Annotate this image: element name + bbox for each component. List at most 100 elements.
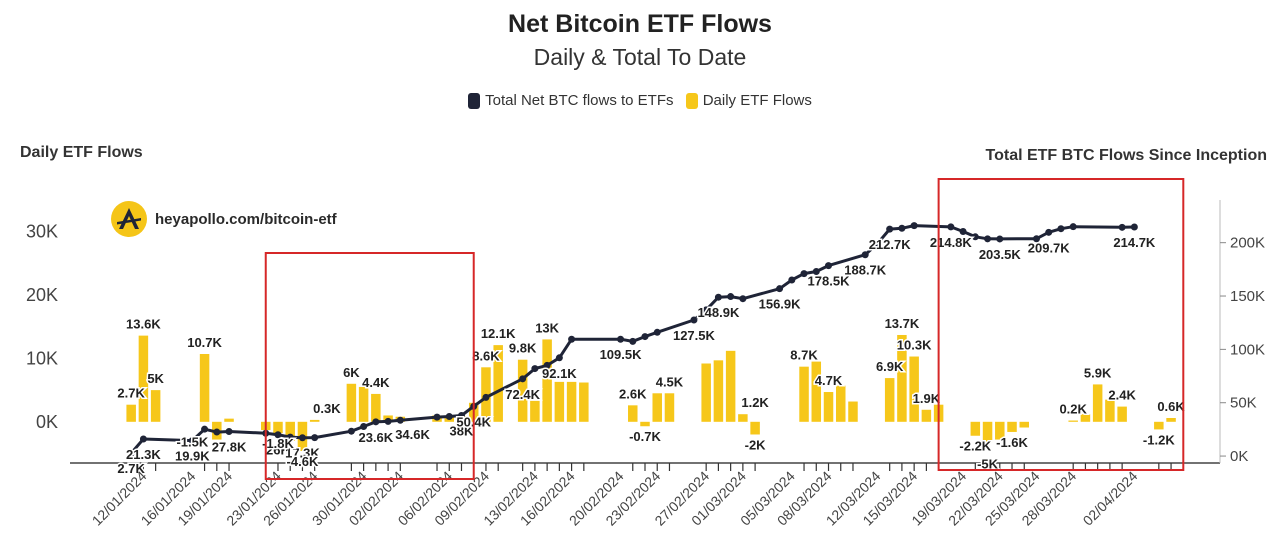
apollo-logo-icon	[111, 201, 147, 237]
total-flow-point	[188, 437, 196, 445]
daily-data-label-halo: 0.3K	[313, 401, 341, 416]
daily-data-label-halo: 1.9K	[913, 391, 941, 406]
total-data-label-halo: 92.1K	[542, 366, 577, 381]
daily-flow-bar	[199, 353, 210, 422]
total-flow-point	[360, 423, 368, 431]
total-flow-point	[274, 431, 282, 439]
daily-data-label: -1.5K	[176, 434, 208, 449]
total-flow-point	[898, 224, 906, 232]
total-flow-point	[1130, 223, 1138, 231]
left-tick-label: 0K	[36, 412, 58, 432]
daily-data-label-halo: 0.2K	[1059, 402, 1087, 417]
daily-flow-bar	[640, 421, 650, 427]
daily-data-label: 2.6K	[619, 386, 647, 401]
left-tick-label: 10K	[26, 348, 58, 368]
daily-data-label-halo: 13.6K	[126, 317, 161, 332]
total-data-label: 203.5K	[979, 247, 1022, 262]
chart-subtitle: Daily & Total To Date	[533, 44, 747, 70]
daily-flow-bar	[884, 378, 895, 422]
daily-flow-bar	[224, 418, 234, 422]
total-flow-point	[910, 222, 918, 230]
total-data-label-halo: 148.9K	[697, 305, 740, 320]
daily-flow-bar	[799, 366, 809, 422]
total-flow-point	[433, 413, 441, 421]
total-data-label: 23.6K	[358, 430, 393, 445]
total-data-label-halo: 21.3K	[126, 447, 161, 462]
total-data-label: 92.1K	[542, 366, 577, 381]
total-data-label-halo: 27.8K	[212, 440, 247, 455]
total-flow-point	[457, 412, 465, 420]
right-axis-title: Total ETF BTC Flows Since Inception	[985, 147, 1268, 164]
total-flow-point	[690, 316, 698, 324]
daily-flow-bar	[579, 382, 589, 422]
daily-data-label: 0.6K	[1157, 399, 1185, 414]
daily-flow-bar	[358, 386, 369, 422]
daily-data-label: 2.4K	[1108, 388, 1136, 403]
total-data-label-halo: 209.7K	[1028, 240, 1071, 255]
daily-data-label: 10.7K	[187, 335, 222, 350]
total-data-label: 26K	[266, 443, 290, 458]
daily-data-label: 2.7K	[117, 386, 145, 401]
legend-label-daily: Daily ETF Flows	[702, 92, 812, 109]
total-flow-point	[372, 418, 380, 426]
total-data-label-halo: 109.5K	[600, 347, 643, 362]
daily-data-label: 5.9K	[1084, 365, 1112, 380]
daily-flow-bar	[811, 361, 822, 422]
highlight-box	[937, 178, 1185, 471]
total-flow-point	[702, 306, 710, 314]
daily-data-label-halo: -4.6K	[287, 454, 319, 469]
total-flow-point	[543, 361, 551, 369]
left-tick-label: 30K	[26, 222, 58, 242]
daily-data-label: 0.2K	[1059, 402, 1087, 417]
total-data-label: 109.5K	[600, 347, 643, 362]
total-flow-point	[127, 449, 135, 457]
total-data-label: 21.3K	[126, 447, 161, 462]
right-tick-label: 100K	[1230, 341, 1265, 358]
total-flow-point	[984, 235, 992, 243]
daily-data-label: -4.6K	[287, 454, 319, 469]
chart-title: Net Bitcoin ETF Flows	[508, 10, 772, 38]
daily-data-label-halo: -1.6K	[996, 435, 1028, 450]
total-data-label: 178.5K	[808, 274, 851, 289]
legend-item-total[interactable]: Total Net BTC flows to ETFs	[468, 92, 674, 109]
daily-data-label: -2K	[745, 437, 767, 452]
right-tick-label: 150K	[1230, 288, 1265, 305]
total-flow-point	[947, 223, 955, 231]
total-data-label-halo: 214.7K	[1113, 235, 1156, 250]
daily-data-label-halo: 2.7K	[117, 386, 145, 401]
daily-data-label-halo: 4.4K	[362, 375, 390, 390]
daily-data-label-halo: 5K	[147, 371, 164, 386]
legend-item-daily[interactable]: Daily ETF Flows	[685, 92, 812, 109]
total-flow-point	[347, 427, 355, 435]
daily-data-label: -1.2K	[1143, 432, 1175, 447]
right-tick-label: 50K	[1230, 395, 1257, 412]
total-flow-point	[727, 293, 735, 301]
daily-flow-bar	[1166, 418, 1176, 422]
daily-flow-bar	[1019, 421, 1030, 428]
daily-data-label-halo: -2.2K	[959, 439, 991, 454]
daily-flow-bar	[823, 392, 834, 422]
left-tick-label: 20K	[26, 285, 58, 305]
daily-data-label-halo: 6K	[343, 365, 360, 380]
daily-data-label-halo: -0.7K	[629, 429, 661, 444]
total-flow-point	[971, 233, 979, 241]
daily-data-label-halo: 10.3K	[897, 338, 932, 353]
total-flow-point	[825, 262, 833, 270]
total-data-label: 2.7K	[117, 461, 145, 476]
daily-flow-bar	[848, 401, 858, 422]
daily-flow-bar	[1068, 420, 1078, 422]
total-data-label: 214.8K	[930, 235, 973, 250]
legend-label-total: Total Net BTC flows to ETFs	[485, 92, 674, 109]
total-data-label-halo: 23.6K	[358, 430, 393, 445]
daily-flow-bar	[701, 363, 711, 422]
daily-data-label: 4.5K	[656, 374, 684, 389]
daily-data-label: 8.6K	[472, 348, 500, 363]
daily-flow-bar	[371, 393, 381, 422]
daily-flow-bar	[346, 383, 357, 422]
daily-flow-bar	[517, 359, 528, 422]
total-flow-point	[886, 225, 894, 233]
daily-flow-bar	[138, 335, 149, 422]
total-data-label-halo: 2.7K	[117, 461, 145, 476]
total-flow-point	[629, 337, 637, 345]
daily-data-label: 6.9K	[876, 359, 904, 374]
